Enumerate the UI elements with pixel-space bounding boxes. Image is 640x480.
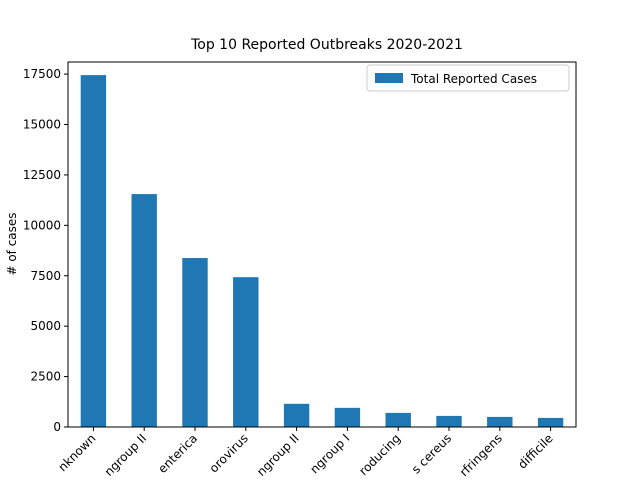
x-tick-label: difficile [515, 431, 555, 471]
bar [80, 75, 107, 428]
bar [334, 407, 361, 427]
y-tick-label: 2500 [30, 370, 61, 384]
x-tick-label: s cereus [409, 431, 454, 476]
legend-swatch [375, 73, 403, 83]
legend-box [366, 64, 570, 92]
x-tick-label: enterica [155, 431, 200, 476]
x-tick-label: orovirus [207, 431, 251, 475]
x-tick-label: nknown [55, 431, 98, 474]
bar [131, 194, 157, 427]
bar [233, 277, 259, 427]
x-tick-label: ngroup II [254, 431, 302, 479]
bar [436, 415, 462, 427]
y-tick-label: 12500 [23, 168, 61, 182]
x-tick-label: rfringens [457, 431, 505, 479]
y-tick-label: 15000 [23, 118, 61, 132]
y-tick-label: 10000 [23, 218, 61, 232]
plot-frame [67, 61, 577, 428]
legend-label: Total Reported Cases [410, 72, 537, 86]
x-tick-label: ngroup I [307, 431, 352, 476]
x-tick-label: roducing [356, 431, 403, 478]
y-tick-label: 7500 [30, 269, 61, 283]
y-tick-label: 5000 [30, 319, 61, 333]
chart-title: Top 10 Reported Outbreaks 2020-2021 [190, 37, 463, 53]
bar [182, 258, 208, 427]
x-tick-label: ngroup II [102, 431, 150, 479]
bar [385, 412, 411, 427]
y-tick-label: 0 [53, 420, 61, 434]
bar [487, 416, 513, 427]
bar [283, 403, 310, 427]
y-axis-label: # of cases [5, 212, 19, 275]
y-tick-label: 17500 [23, 67, 61, 81]
bar [537, 417, 564, 427]
